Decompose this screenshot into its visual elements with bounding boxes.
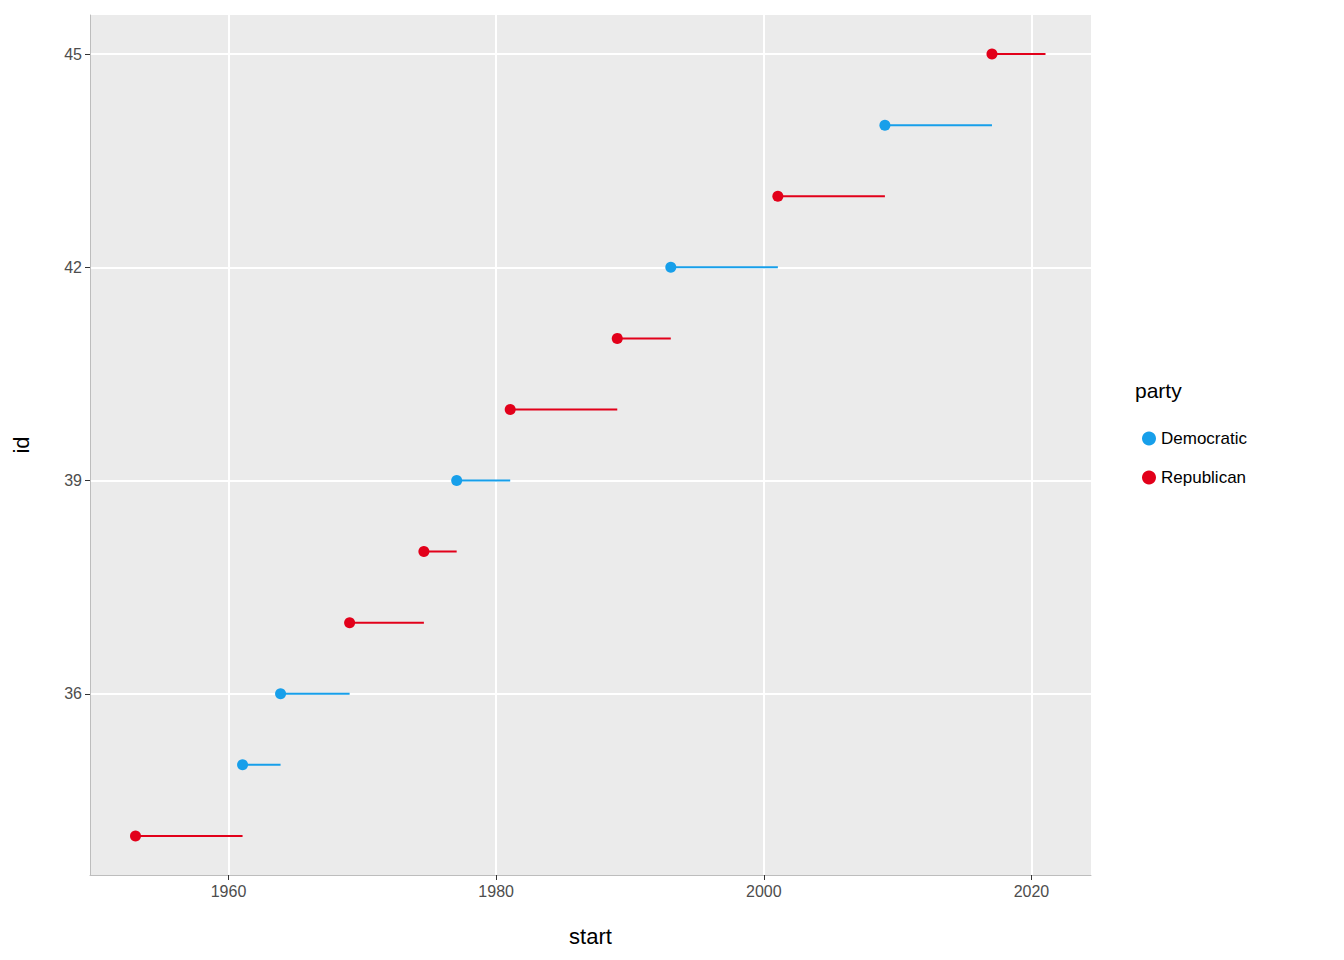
svg-text:Democratic: Democratic (1161, 429, 1247, 448)
svg-text:36: 36 (64, 685, 82, 702)
svg-text:45: 45 (64, 46, 82, 63)
svg-text:42: 42 (64, 259, 82, 276)
svg-text:start: start (569, 924, 612, 949)
svg-text:1960: 1960 (211, 883, 247, 900)
svg-text:party: party (1135, 379, 1182, 402)
svg-text:2020: 2020 (1014, 883, 1050, 900)
svg-text:39: 39 (64, 472, 82, 489)
svg-text:Republican: Republican (1161, 468, 1246, 487)
svg-text:id: id (9, 436, 34, 453)
svg-text:1980: 1980 (478, 883, 514, 900)
svg-text:2000: 2000 (746, 883, 782, 900)
